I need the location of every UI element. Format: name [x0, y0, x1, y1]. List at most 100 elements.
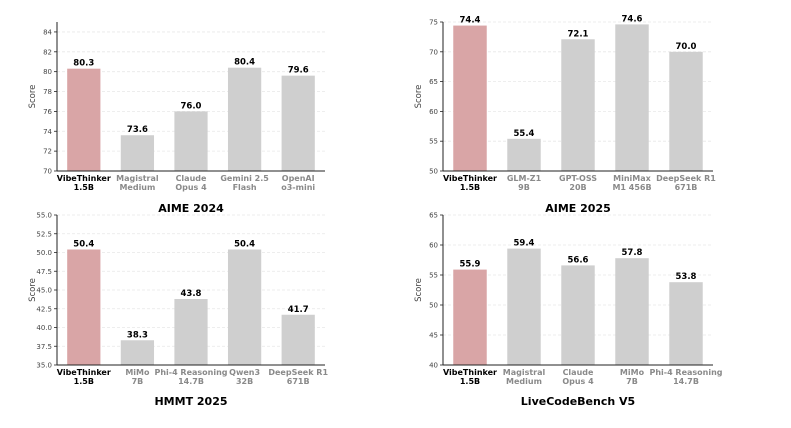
bar	[227, 249, 262, 365]
bar	[67, 249, 101, 365]
bar-value-label: 41.7	[288, 305, 309, 315]
y-tick-label: 65	[429, 212, 438, 220]
x-tick-label: 14.7B	[673, 377, 699, 386]
x-tick-label: MiMo	[125, 368, 150, 377]
x-tick-label: 671B	[675, 183, 698, 192]
y-tick-label: 55	[429, 272, 438, 280]
x-tick-label: DeepSeek R1	[268, 368, 328, 377]
x-tick-label: Magistral	[116, 174, 159, 183]
bar	[453, 25, 487, 171]
x-tick-label: VibeThinker	[443, 174, 497, 183]
x-tick-label: 9B	[518, 183, 530, 192]
x-tick-label: 20B	[569, 183, 586, 192]
y-tick-label: 60	[429, 242, 438, 250]
bar	[227, 67, 262, 171]
x-tick-label: 32B	[236, 377, 253, 386]
x-tick-label: VibeThinker	[57, 174, 111, 183]
chart-panel: 35.0 37.5 40.0 42.5 45.0 47.5 50.0 52.5 55.0 50.4…	[28, 212, 328, 409]
x-tick-label: 1.5B	[460, 183, 480, 192]
bar	[615, 24, 649, 171]
y-tick-label: 37.5	[36, 343, 52, 351]
y-tick-label: 35.0	[36, 362, 52, 370]
y-tick-label: 55	[429, 138, 438, 146]
x-tick-label: 7B	[132, 377, 144, 386]
bar	[174, 299, 208, 365]
x-tick-label: 1.5B	[460, 377, 480, 386]
x-tick-label: Opus 4	[562, 377, 594, 386]
y-tick-label: 40.0	[36, 324, 52, 332]
x-tick-label: Magistral	[503, 368, 546, 377]
x-tick-label: Flash	[233, 183, 257, 192]
bar-value-label: 38.3	[127, 330, 148, 340]
x-tick-label: Claude	[176, 174, 207, 183]
x-tick-label: DeepSeek R1	[656, 174, 716, 183]
x-tick-label: Qwen3	[229, 368, 260, 377]
bar-value-label: 57.8	[622, 248, 643, 258]
bar	[281, 75, 315, 171]
y-tick-label: 82	[43, 48, 52, 56]
chart-title: LiveCodeBench V5	[521, 395, 635, 408]
y-tick-label: 84	[43, 28, 52, 36]
y-tick-label: 65	[429, 78, 438, 86]
bar	[174, 111, 208, 171]
x-tick-label: o3-mini	[281, 183, 315, 192]
x-tick-label: 1.5B	[74, 183, 94, 192]
bar	[67, 68, 101, 171]
bar	[669, 282, 703, 365]
y-tick-label: 40	[429, 362, 438, 370]
y-tick-label: 45.0	[36, 287, 52, 295]
bar	[120, 135, 155, 171]
x-tick-label: VibeThinker	[443, 368, 497, 377]
y-tick-label: 55.0	[36, 212, 52, 220]
x-tick-label: GLM-Z1	[507, 174, 542, 183]
y-tick-label: 50	[429, 168, 438, 176]
bar-value-label: 50.4	[73, 240, 94, 250]
bar-value-label: 76.0	[181, 101, 202, 111]
bar	[453, 269, 487, 365]
bar	[561, 39, 595, 172]
x-tick-label: M1 456B	[612, 183, 651, 192]
bar-value-label: 59.4	[514, 239, 535, 249]
y-axis-label: Score	[414, 85, 424, 109]
x-tick-label: Phi-4 Reasoning	[154, 368, 227, 377]
bar-value-label: 74.6	[622, 14, 643, 24]
y-axis-label: Score	[414, 278, 424, 302]
x-tick-label: 14.7B	[178, 377, 204, 386]
x-tick-label: MiMo	[620, 368, 645, 377]
x-tick-label: 7B	[626, 377, 638, 386]
bar	[120, 340, 155, 365]
bar-value-label: 56.6	[568, 255, 589, 265]
bar-value-label: 74.4	[460, 16, 481, 26]
y-tick-label: 50	[429, 302, 438, 310]
chart-title: AIME 2024	[158, 202, 224, 215]
x-tick-label: 1.5B	[74, 377, 94, 386]
y-tick-label: 45	[429, 332, 438, 340]
bar-value-label: 70.0	[676, 42, 697, 52]
x-tick-label: Gemini 2.5	[220, 174, 269, 183]
y-tick-label: 50.0	[36, 249, 52, 257]
bar-value-label: 80.4	[234, 58, 255, 68]
x-tick-label: MiniMax	[613, 174, 652, 183]
bar-value-label: 79.6	[288, 66, 309, 76]
bar-value-label: 53.8	[676, 272, 697, 282]
chart-title: AIME 2025	[545, 202, 611, 215]
bar	[507, 138, 541, 171]
y-tick-label: 78	[43, 88, 52, 96]
x-tick-label: Phi-4 Reasoning	[649, 368, 722, 377]
bar	[669, 51, 703, 171]
x-tick-label: 671B	[287, 377, 310, 386]
bar-value-label: 80.3	[73, 59, 94, 69]
y-tick-label: 76	[43, 108, 52, 116]
bar-value-label: 55.9	[460, 260, 481, 270]
x-tick-label: Medium	[506, 377, 542, 386]
bar	[561, 265, 595, 365]
chart-title: HMMT 2025	[154, 395, 227, 408]
y-tick-label: 42.5	[36, 305, 52, 313]
x-tick-label: Opus 4	[175, 183, 207, 192]
y-axis-label: Score	[28, 85, 38, 109]
bar-value-label: 43.8	[181, 289, 202, 299]
